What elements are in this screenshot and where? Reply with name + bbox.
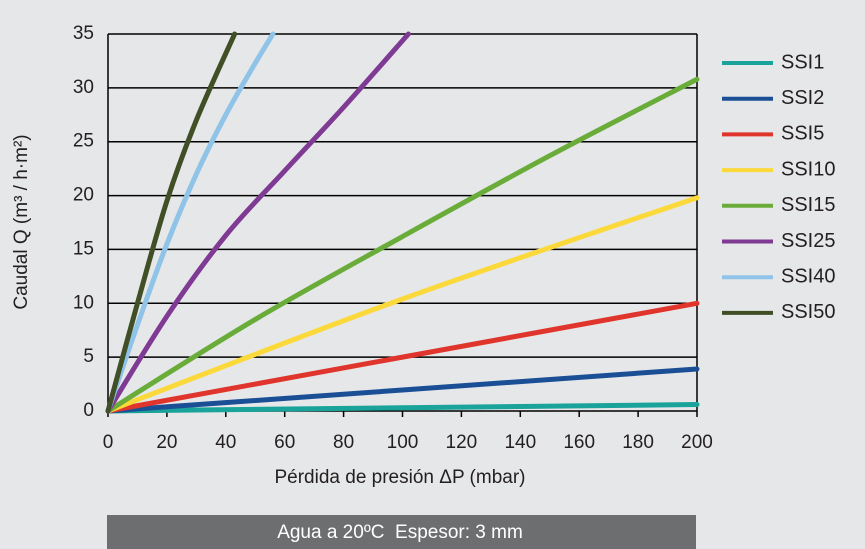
legend-label: SSI40	[781, 265, 835, 287]
series-line	[105, 31, 411, 414]
y-tick-label: 20	[73, 185, 94, 206]
legend-label: SSI10	[781, 158, 835, 180]
y-tick-label: 15	[73, 238, 94, 259]
legend-label: SSI15	[781, 194, 835, 216]
series-line	[105, 76, 700, 414]
x-tick-label: 200	[681, 432, 713, 453]
x-tick-label: 40	[215, 432, 236, 453]
x-tick-label: 60	[274, 432, 295, 453]
annotation: Agua a 20ºC Espesor: 3 mm	[277, 522, 523, 543]
y-tick-label: 35	[73, 23, 94, 44]
series-line	[105, 300, 700, 414]
x-tick-label: 140	[504, 432, 536, 453]
y-axis-label: Caudal Q (m³ / h·m²)	[11, 134, 32, 309]
x-tick-label: 120	[446, 432, 478, 453]
series-line	[105, 366, 700, 414]
legend-label: SSI50	[781, 301, 835, 323]
y-tick-label: 30	[73, 77, 94, 98]
series-line	[105, 31, 276, 414]
x-tick-label: 160	[563, 432, 595, 453]
legend: SSI1 SSI2 SSI5 SSI10 SSI15 SSI25 SSI40 SSI50	[722, 51, 835, 323]
legend-label: SSI2	[781, 87, 824, 109]
series-line	[105, 31, 238, 414]
series-line	[105, 402, 700, 414]
legend-label: SSI25	[781, 230, 835, 252]
annotation-bar	[107, 515, 696, 549]
y-tick-label: 5	[83, 346, 94, 367]
legend-label: SSI5	[781, 123, 824, 145]
legend-label: SSI1	[781, 51, 824, 73]
x-axis-label: Pérdida de presión ΔP (mbar)	[274, 467, 525, 488]
x-tick-label: 80	[333, 432, 354, 453]
y-tick-label: 10	[73, 292, 94, 313]
x-tick-label: 0	[103, 432, 114, 453]
y-tick-label: 0	[83, 400, 94, 421]
x-tick-label: 20	[156, 432, 177, 453]
x-tick-label: 100	[387, 432, 419, 453]
y-tick-label: 25	[73, 131, 94, 152]
series-line	[105, 195, 700, 414]
x-tick-label: 180	[622, 432, 654, 453]
